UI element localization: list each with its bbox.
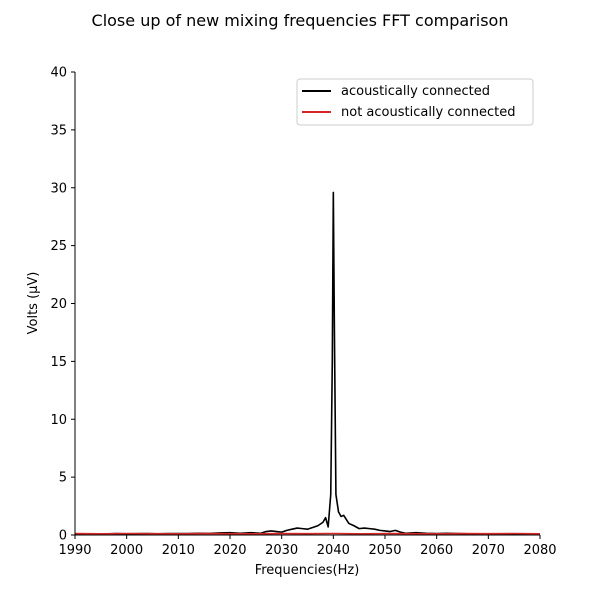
y-tick-label: 10 (50, 413, 67, 428)
y-tick-label: 40 (50, 66, 67, 81)
x-tick-label: 2040 (317, 543, 350, 558)
y-tick-label: 5 (59, 471, 67, 486)
y-tick-label: 20 (50, 297, 67, 312)
legend-box (296, 78, 534, 126)
x-tick-label: 2030 (265, 543, 298, 558)
x-tick-label: 2010 (162, 543, 195, 558)
chart-title: Close up of new mixing frequencies FFT c… (92, 11, 509, 30)
legend: acoustically connected not acoustically … (296, 78, 534, 126)
x-tick-label: 2000 (110, 543, 143, 558)
x-axis-label: Frequencies(Hz) (255, 563, 360, 578)
y-tick-label: 30 (50, 181, 67, 196)
x-tick-label: 2060 (420, 543, 453, 558)
y-tick-label: 25 (50, 239, 67, 254)
x-tick-label: 1990 (58, 543, 91, 558)
y-axis-label: Volts (μV) (26, 272, 41, 335)
y-tick-label: 15 (50, 355, 67, 370)
plot-lines (74, 191, 541, 536)
y-axis-ticks: 0 5 10 15 20 25 30 35 40 (50, 66, 75, 544)
legend-label-acoustically-connected: acoustically connected (341, 84, 490, 99)
series-line-acoustically-connected (74, 191, 541, 536)
x-tick-label: 2080 (523, 543, 556, 558)
y-tick-label: 0 (59, 529, 67, 544)
x-tick-label: 2020 (213, 543, 246, 558)
x-axis-ticks: 1990 2000 2010 2020 2030 2040 2050 2060 2070 2080 (58, 535, 557, 558)
x-tick-label: 2070 (472, 543, 505, 558)
y-tick-label: 35 (50, 123, 67, 138)
x-tick-label: 2050 (368, 543, 401, 558)
legend-label-not-acoustically-connected: not acoustically connected (341, 105, 515, 120)
